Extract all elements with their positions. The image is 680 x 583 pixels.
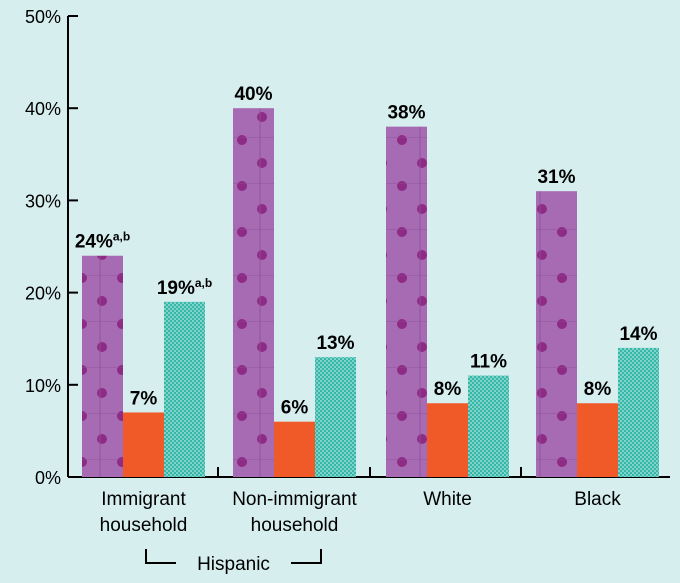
data-label-superscript: a,b [113, 230, 130, 244]
data-label: 13% [316, 333, 354, 354]
bars [82, 108, 659, 477]
data-label: 31% [537, 167, 575, 188]
bar [618, 347, 659, 477]
bracket-left [145, 549, 176, 564]
data-label: 8% [434, 379, 462, 400]
bar [427, 403, 468, 477]
bar [468, 375, 509, 477]
category-label: Black [574, 489, 621, 510]
bar [536, 191, 577, 477]
category-label: Non-immigrant [232, 489, 357, 510]
group-bracket: Hispanic [145, 549, 322, 575]
data-label: 19%a,b [157, 276, 212, 299]
data-label: 11% [470, 352, 507, 373]
bracket-right [291, 549, 322, 564]
group-bracket-label: Hispanic [197, 554, 270, 575]
bar [386, 126, 427, 477]
data-label: 38% [387, 103, 425, 124]
y-tick-label: 40% [25, 99, 61, 119]
bar [82, 255, 123, 477]
data-label: 8% [584, 379, 612, 400]
category-label: Immigrant [101, 489, 186, 510]
bar [577, 403, 618, 477]
y-tick-label: 0% [35, 468, 61, 488]
category-label: household [100, 515, 188, 536]
y-tick-label: 50% [25, 7, 61, 27]
bar [274, 421, 315, 477]
data-label: 6% [281, 398, 309, 419]
data-label: 7% [130, 388, 158, 409]
data-label: 24%a,b [75, 230, 130, 253]
data-label-superscript: a,b [195, 276, 212, 290]
y-tick-label: 30% [25, 191, 61, 211]
category-label: household [251, 515, 339, 536]
category-label: White [423, 489, 472, 510]
bar [123, 412, 164, 477]
bar [233, 108, 274, 477]
data-label: 40% [234, 84, 272, 105]
data-label: 14% [619, 324, 657, 345]
y-tick-label: 10% [25, 376, 61, 396]
bar [315, 357, 356, 477]
category-labels: Immigrant household Non-immigrant household… [100, 489, 622, 536]
bar [164, 301, 205, 477]
y-tick-label: 20% [25, 284, 61, 304]
data-labels: 24%a,b 40% 38% 31% 7% 6% 8% 8% 19%a,b 13% 11% 14% [75, 84, 658, 418]
